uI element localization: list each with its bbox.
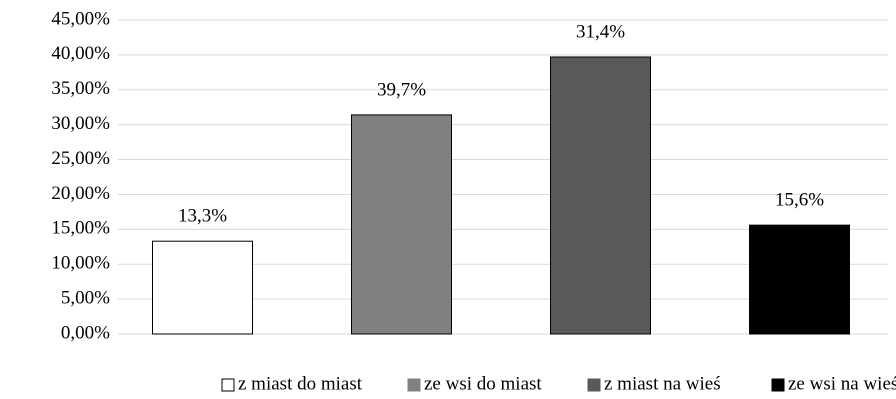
bar [749,224,850,335]
legend-label: ze wsi do miast [424,373,542,394]
legend-swatch [407,378,421,392]
y-tick-label: 30,00% [51,113,110,134]
y-tick-label: 40,00% [51,43,110,64]
y-tick-label: 35,00% [51,78,110,99]
data-label: 15,6% [775,190,824,211]
legend-swatch [221,378,235,392]
bar [351,114,452,335]
bar [152,240,253,335]
y-tick-label: 20,00% [51,183,110,204]
legend-label: z miast na wieś [604,373,721,394]
legend-label: ze wsi na wieś [788,373,896,394]
data-label: 13,3% [178,206,227,227]
y-tick-label: 5,00% [61,287,110,308]
y-tick-label: 0,00% [61,322,110,343]
y-tick-label: 10,00% [51,253,110,274]
data-label: 31,4% [576,21,625,42]
y-tick-label: 45,00% [51,8,110,29]
y-tick-label: 15,00% [51,218,110,239]
y-tick-label: 25,00% [51,148,110,169]
data-label: 39,7% [377,79,426,100]
legend-swatch [771,378,785,392]
legend-label: z miast do miast [238,373,363,394]
bar [550,56,651,335]
legend-swatch [587,378,601,392]
